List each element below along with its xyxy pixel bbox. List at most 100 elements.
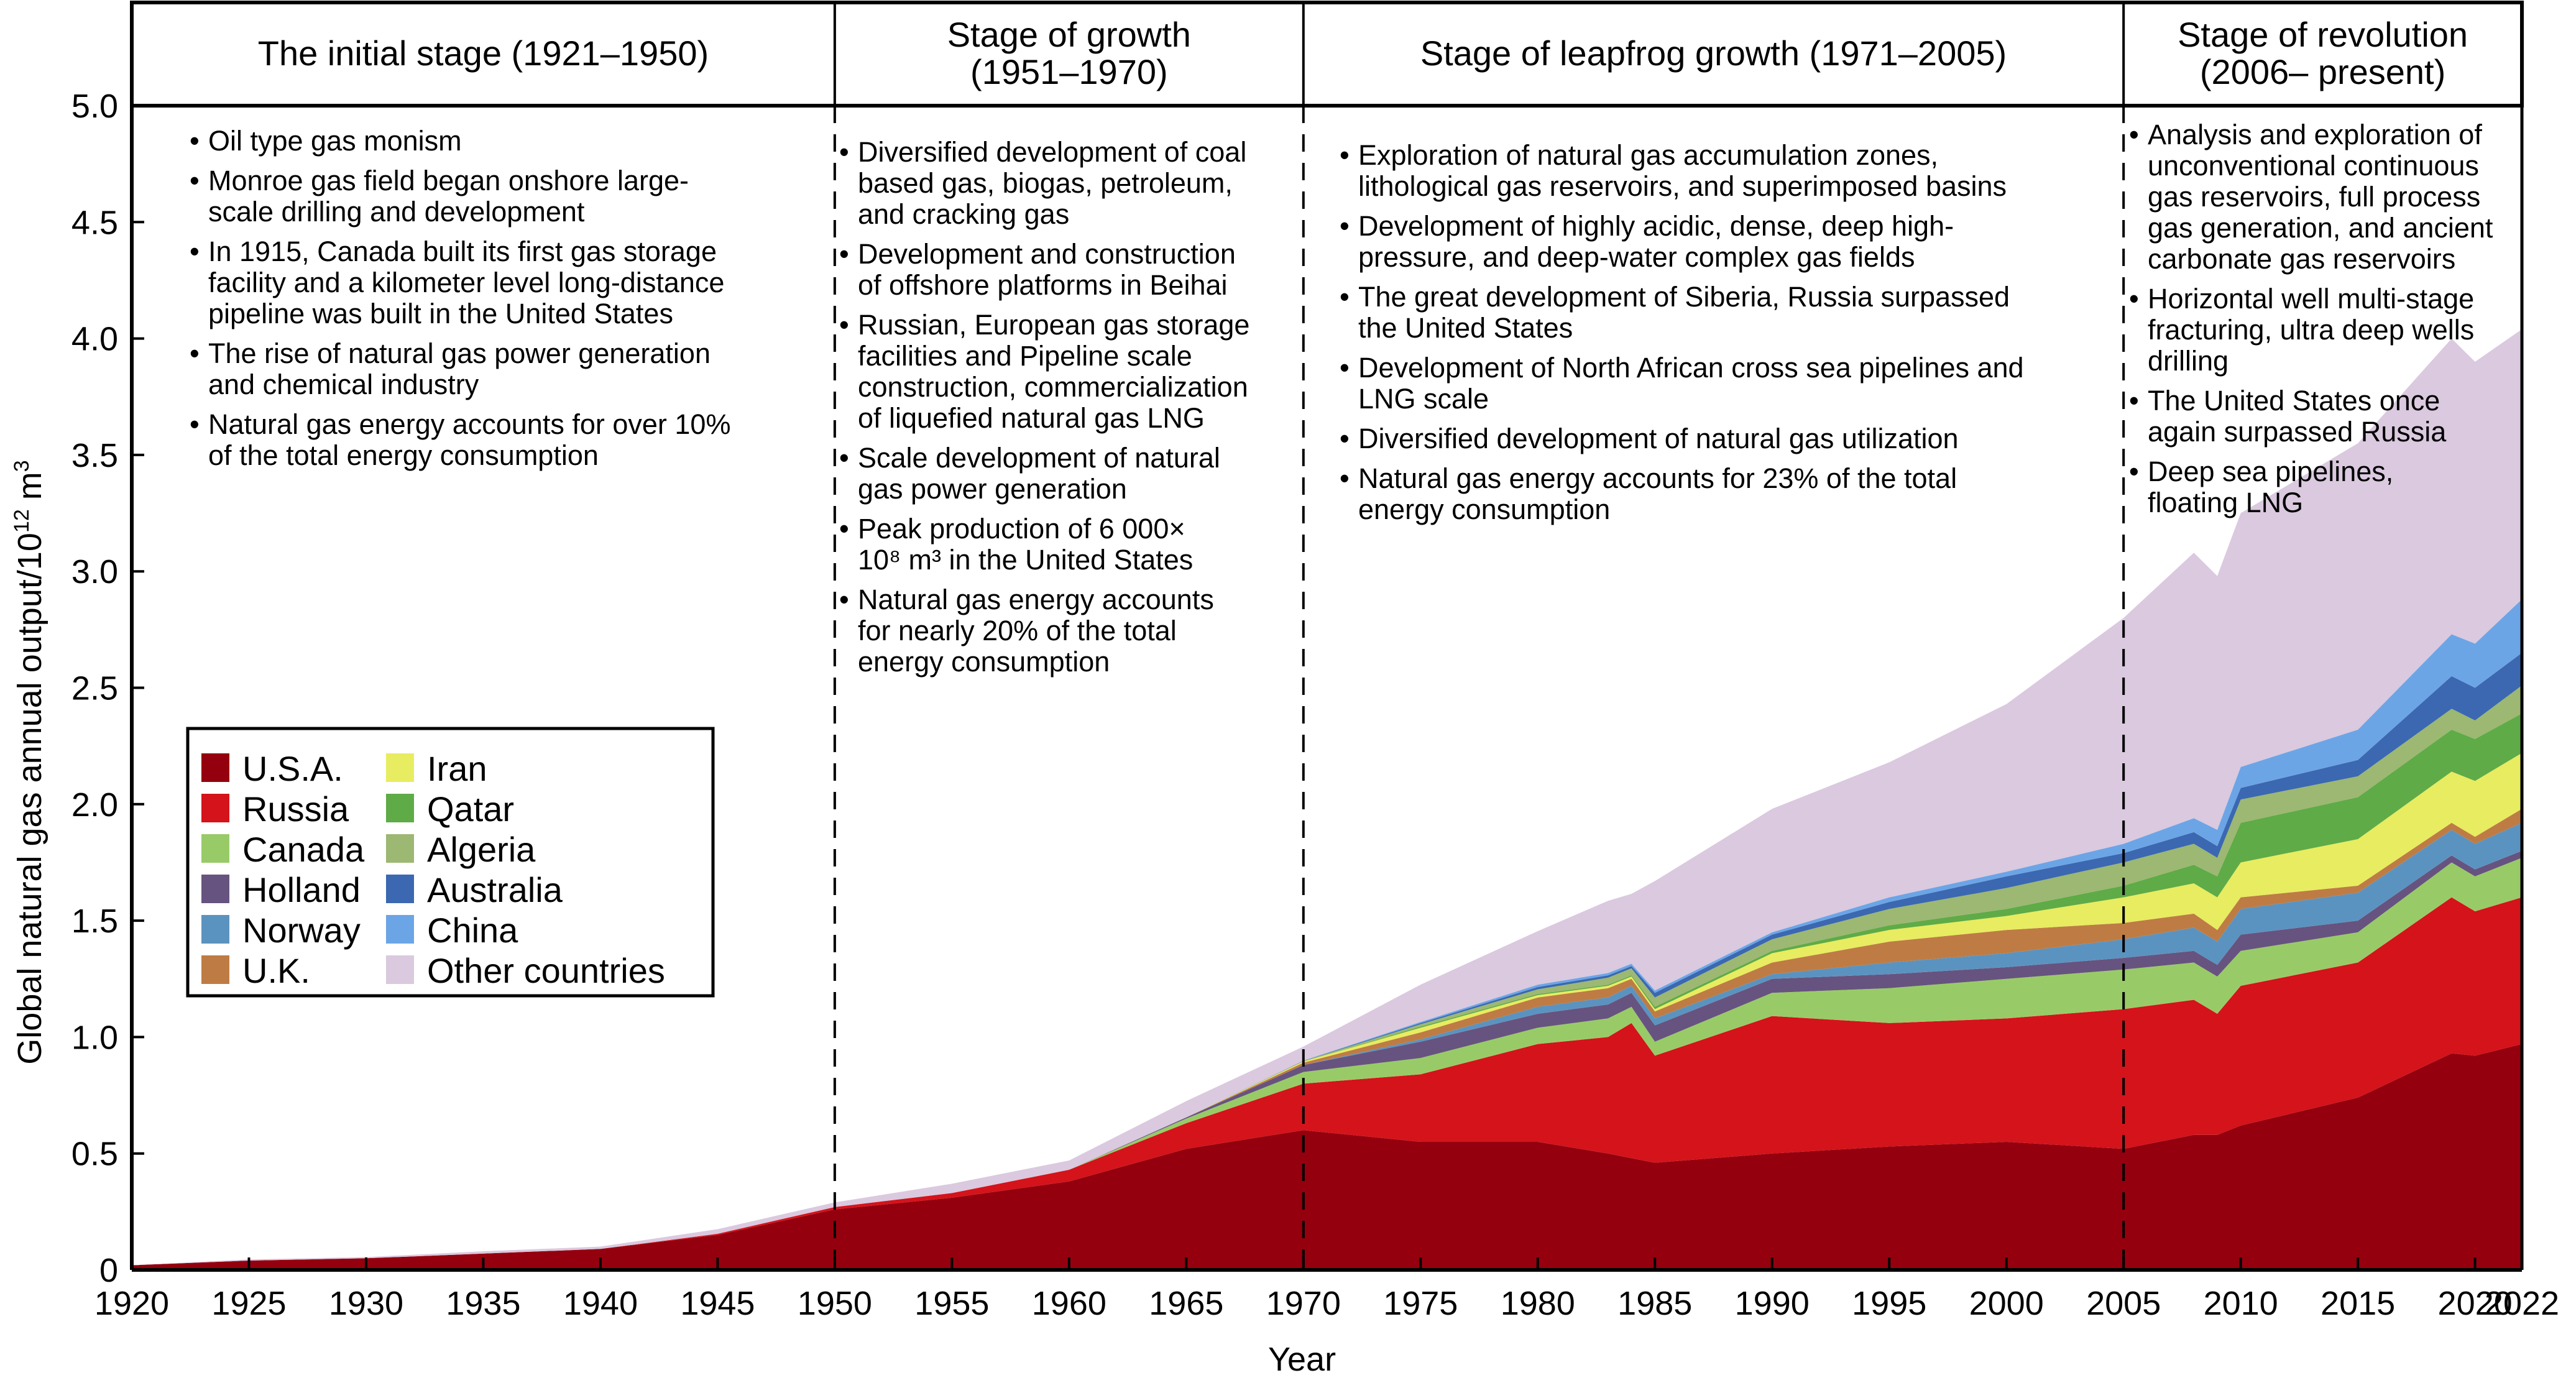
annotation-text: Exploration of natural gas accumulation … <box>1358 139 1938 171</box>
legend-swatch-canada <box>201 834 229 863</box>
bullet-icon: • <box>839 238 849 270</box>
legend-swatch-other-countries <box>386 955 414 984</box>
annotation-text: gas generation, and ancient <box>2148 212 2493 244</box>
annotation-text: and cracking gas <box>858 198 1069 230</box>
bullet-icon: • <box>839 309 849 341</box>
annotation-text: Deep sea pipelines, <box>2148 456 2393 487</box>
annotation-text: The rise of natural gas power generation <box>208 338 711 369</box>
bullet-icon: • <box>1340 462 1350 494</box>
area-other-countries <box>132 329 2522 1266</box>
y-tick-label: 1.5 <box>71 903 118 940</box>
legend-swatch-u-k <box>201 955 229 984</box>
annotation-text: construction, commercialization <box>858 371 1248 403</box>
annotation-text: Development of highly acidic, dense, dee… <box>1358 210 1954 242</box>
annotation-text: Scale development of natural <box>858 442 1220 474</box>
annotation-text: energy consumption <box>858 646 1110 678</box>
annotation-text: for nearly 20% of the total <box>858 615 1177 646</box>
annotation-text: Monroe gas field began onshore large- <box>208 165 689 196</box>
x-tick-label: 1930 <box>329 1285 403 1322</box>
bullet-icon: • <box>190 165 200 196</box>
stage-annotations: • Oil type gas monism • Monroe gas field be… <box>190 119 2493 678</box>
annotation-text: lithological gas reservoirs, and superim… <box>1358 170 2007 202</box>
x-tick-label: 1985 <box>1617 1285 1692 1322</box>
bullet-icon: • <box>2129 119 2139 150</box>
x-axis-title: Year <box>1268 1341 1336 1378</box>
header-frame <box>130 1 2524 108</box>
annotation-text: unconventional continuous <box>2148 150 2479 182</box>
annotation-text: Development of North African cross sea p… <box>1358 352 2024 384</box>
annotation-text: the United States <box>1358 312 1573 344</box>
y-tick-label: 1.0 <box>71 1019 118 1056</box>
x-tick-label: 2020 <box>2438 1285 2513 1322</box>
x-tick-label: 1925 <box>211 1285 286 1322</box>
legend-swatch-russia <box>201 794 229 822</box>
annotation-text: LNG scale <box>1358 383 1489 415</box>
annotation-text: Oil type gas monism <box>208 125 462 157</box>
x-tick-label: 2010 <box>2204 1285 2278 1322</box>
x-tick-label: 1990 <box>1735 1285 1810 1322</box>
bullet-icon: • <box>839 136 849 168</box>
bullet-icon: • <box>1340 352 1350 384</box>
y-tick-label: 0.5 <box>71 1136 118 1173</box>
annotation-text: Natural gas energy accounts for over 10% <box>208 408 730 440</box>
legend-label-u-s-a: U.S.A. <box>242 749 343 788</box>
x-tick-label: 1950 <box>798 1285 872 1322</box>
legend-label-other-countries: Other countries <box>427 951 665 990</box>
legend-swatch-u-s-a <box>201 753 229 782</box>
annotation-text: and chemical industry <box>208 369 479 400</box>
x-tick-label: 1940 <box>563 1285 638 1322</box>
y-tick-label: 5.0 <box>71 88 118 125</box>
annotation-text: again surpassed Russia <box>2148 416 2447 448</box>
x-tick-label: 2005 <box>2086 1285 2161 1322</box>
legend-frame <box>186 727 715 998</box>
y-tick-label: 2.0 <box>71 786 118 824</box>
y-tick-label: 4.0 <box>71 321 118 358</box>
annotation-text: based gas, biogas, petroleum, <box>858 167 1233 199</box>
x-tick-label: 1945 <box>680 1285 755 1322</box>
stage-title: (2006– present) <box>2200 52 2445 91</box>
stage-title: (1951–1970) <box>970 52 1168 91</box>
area-russia <box>132 897 2522 1266</box>
annotation-text: The great development of Siberia, Russia… <box>1358 281 2010 313</box>
bullet-icon: • <box>190 236 200 267</box>
legend-label-china: China <box>427 911 518 950</box>
annotation-text: fracturing, ultra deep wells <box>2148 314 2474 346</box>
y-tick-label: 3.0 <box>71 553 118 591</box>
legend-label-russia: Russia <box>242 789 349 829</box>
x-tick-label: 1970 <box>1266 1285 1341 1322</box>
annotation-text: Peak production of 6 000× <box>858 513 1185 545</box>
legend-label-australia: Australia <box>427 870 563 909</box>
annotation-text: energy consumption <box>1358 494 1610 525</box>
annotation-text: gas power generation <box>858 473 1127 505</box>
bullet-icon: • <box>1340 210 1350 242</box>
axes: 0 0.5 1.0 1.5 2.0 2.5 3.0 3.5 4.0 4.5 5.0 1920 1925 1… <box>10 88 2559 1378</box>
annotation-text: The United States once <box>2148 385 2440 416</box>
annotation-text: Development and construction <box>858 238 1236 270</box>
x-tick-label: 1975 <box>1383 1285 1458 1322</box>
bullet-icon: • <box>190 338 200 369</box>
annotation-text: 10⁸ m³ in the United States <box>858 544 1193 576</box>
annotation-text: facility and a kilometer level long-dist… <box>208 267 724 298</box>
bullet-icon: • <box>2129 283 2139 315</box>
annotation-text: pipeline was built in the United States <box>208 298 673 329</box>
annotation-text: Russian, European gas storage <box>858 309 1249 341</box>
x-tick-label: 2015 <box>2321 1285 2395 1322</box>
bullet-icon: • <box>1340 281 1350 313</box>
stage-dividers <box>833 106 2125 1270</box>
bullet-icon: • <box>839 442 849 474</box>
stage-title: Stage of leapfrog growth (1971–2005) <box>1420 34 2007 73</box>
y-tick-label: 2.5 <box>71 670 118 707</box>
stage-title: Stage of growth <box>947 15 1191 54</box>
stage-header: The initial stage (1921–1950) Stage of gr… <box>130 1 2524 108</box>
stacked-areas <box>132 329 2522 1270</box>
x-tick-label: 1955 <box>914 1285 989 1322</box>
y-tick-label: 3.5 <box>71 437 118 474</box>
bullet-icon: • <box>839 584 849 615</box>
bullet-icon: • <box>190 408 200 440</box>
legend-swatch-qatar <box>386 794 414 822</box>
annotation-text: facilities and Pipeline scale <box>858 340 1192 372</box>
legend-label-canada: Canada <box>242 830 365 869</box>
legend-label-u-k: U.K. <box>242 951 310 990</box>
stage-title: The initial stage (1921–1950) <box>258 34 709 73</box>
